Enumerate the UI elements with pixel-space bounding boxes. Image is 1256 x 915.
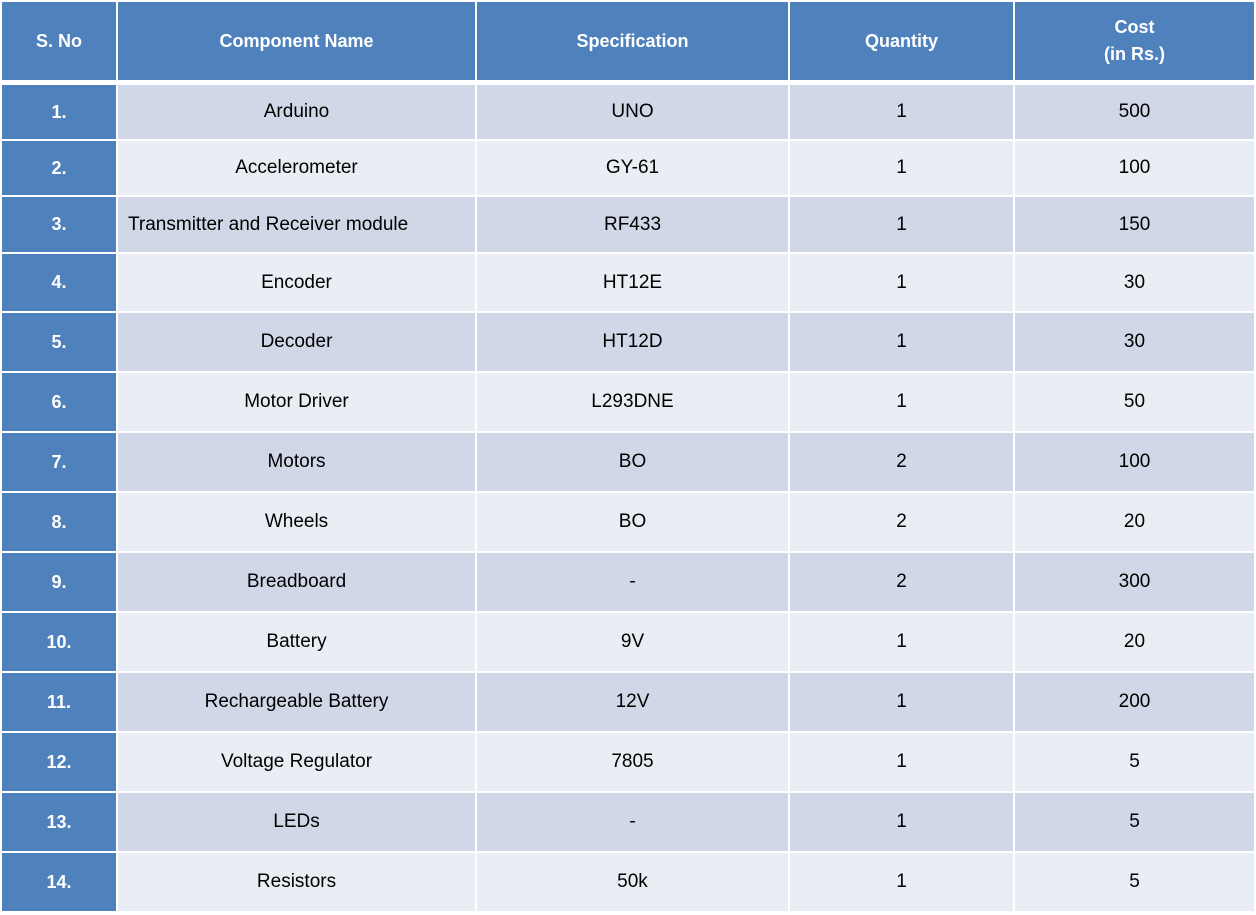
header-cost-line1: Cost — [1114, 17, 1155, 37]
row-specification: 50k — [477, 853, 790, 913]
row-cost: 200 — [1015, 673, 1254, 733]
row-quantity: 2 — [790, 493, 1015, 553]
table-row: 2. Accelerometer GY-61 1 100 — [2, 141, 1254, 197]
row-cost: 50 — [1015, 373, 1254, 433]
table-row: 11. Rechargeable Battery 12V 1 200 — [2, 673, 1254, 733]
row-quantity: 1 — [790, 85, 1015, 141]
row-cost: 150 — [1015, 197, 1254, 254]
row-sno: 6. — [2, 373, 118, 433]
table-row: 4. Encoder HT12E 1 30 — [2, 254, 1254, 313]
row-sno: 14. — [2, 853, 118, 913]
table-header: S. No Component Name Specification Quant… — [2, 2, 1254, 85]
row-component-name: Arduino — [118, 85, 477, 141]
header-quantity: Quantity — [790, 2, 1015, 85]
row-sno: 7. — [2, 433, 118, 493]
table-row: 6. Motor Driver L293DNE 1 50 — [2, 373, 1254, 433]
table-row: 5. Decoder HT12D 1 30 — [2, 313, 1254, 373]
row-component-name: Transmitter and Receiver module — [118, 197, 477, 254]
row-component-name: Encoder — [118, 254, 477, 313]
row-cost: 5 — [1015, 793, 1254, 853]
row-specification: 12V — [477, 673, 790, 733]
header-cost-line2: (in Rs.) — [1104, 44, 1165, 64]
row-sno: 9. — [2, 553, 118, 613]
row-sno: 8. — [2, 493, 118, 553]
row-quantity: 1 — [790, 197, 1015, 254]
row-component-name: LEDs — [118, 793, 477, 853]
row-component-name: Motor Driver — [118, 373, 477, 433]
row-specification: - — [477, 553, 790, 613]
row-specification: GY-61 — [477, 141, 790, 197]
row-sno: 3. — [2, 197, 118, 254]
row-sno: 4. — [2, 254, 118, 313]
row-cost: 20 — [1015, 493, 1254, 553]
table-row: 12. Voltage Regulator 7805 1 5 — [2, 733, 1254, 793]
row-cost: 5 — [1015, 853, 1254, 913]
row-quantity: 1 — [790, 853, 1015, 913]
row-cost: 30 — [1015, 313, 1254, 373]
header-row: S. No Component Name Specification Quant… — [2, 2, 1254, 85]
row-sno: 11. — [2, 673, 118, 733]
row-quantity: 1 — [790, 673, 1015, 733]
row-quantity: 1 — [790, 793, 1015, 853]
row-component-name: Battery — [118, 613, 477, 673]
table-row: 1. Arduino UNO 1 500 — [2, 85, 1254, 141]
row-quantity: 1 — [790, 254, 1015, 313]
row-quantity: 2 — [790, 553, 1015, 613]
table-row: 7. Motors BO 2 100 — [2, 433, 1254, 493]
header-component-name: Component Name — [118, 2, 477, 85]
row-quantity: 1 — [790, 141, 1015, 197]
row-specification: HT12D — [477, 313, 790, 373]
row-component-name: Wheels — [118, 493, 477, 553]
row-specification: BO — [477, 433, 790, 493]
row-cost: 30 — [1015, 254, 1254, 313]
row-cost: 500 — [1015, 85, 1254, 141]
row-component-name: Voltage Regulator — [118, 733, 477, 793]
row-sno: 12. — [2, 733, 118, 793]
row-quantity: 1 — [790, 313, 1015, 373]
row-specification: RF433 — [477, 197, 790, 254]
table-row: 14. Resistors 50k 1 5 — [2, 853, 1254, 913]
row-specification: L293DNE — [477, 373, 790, 433]
row-cost: 20 — [1015, 613, 1254, 673]
row-specification: 9V — [477, 613, 790, 673]
row-component-name: Motors — [118, 433, 477, 493]
header-cost: Cost (in Rs.) — [1015, 2, 1254, 85]
row-quantity: 1 — [790, 733, 1015, 793]
header-specification: Specification — [477, 2, 790, 85]
table-row: 8. Wheels BO 2 20 — [2, 493, 1254, 553]
row-specification: BO — [477, 493, 790, 553]
row-specification: HT12E — [477, 254, 790, 313]
row-sno: 1. — [2, 85, 118, 141]
table-body: 1. Arduino UNO 1 500 2. Accelerometer GY-61 1 100… — [2, 85, 1254, 913]
header-sno: S. No — [2, 2, 118, 85]
row-cost: 100 — [1015, 433, 1254, 493]
row-specification: UNO — [477, 85, 790, 141]
row-quantity: 2 — [790, 433, 1015, 493]
row-cost: 100 — [1015, 141, 1254, 197]
row-quantity: 1 — [790, 613, 1015, 673]
row-sno: 13. — [2, 793, 118, 853]
table-row: 13. LEDs -1 5 — [2, 793, 1254, 853]
table-row: 10. Battery 9V 1 20 — [2, 613, 1254, 673]
row-quantity: 1 — [790, 373, 1015, 433]
row-specification: 7805 — [477, 733, 790, 793]
row-component-name: Decoder — [118, 313, 477, 373]
row-component-name: Rechargeable Battery — [118, 673, 477, 733]
row-cost: 5 — [1015, 733, 1254, 793]
row-sno: 10. — [2, 613, 118, 673]
row-component-name: Accelerometer — [118, 141, 477, 197]
row-component-name: Breadboard — [118, 553, 477, 613]
row-component-name: Resistors — [118, 853, 477, 913]
table-row: 9. Breadboard -2 300 — [2, 553, 1254, 613]
row-cost: 300 — [1015, 553, 1254, 613]
table-row: 3. Transmitter and Receiver module RF433 1 1… — [2, 197, 1254, 254]
row-sno: 5. — [2, 313, 118, 373]
row-specification: - — [477, 793, 790, 853]
row-sno: 2. — [2, 141, 118, 197]
